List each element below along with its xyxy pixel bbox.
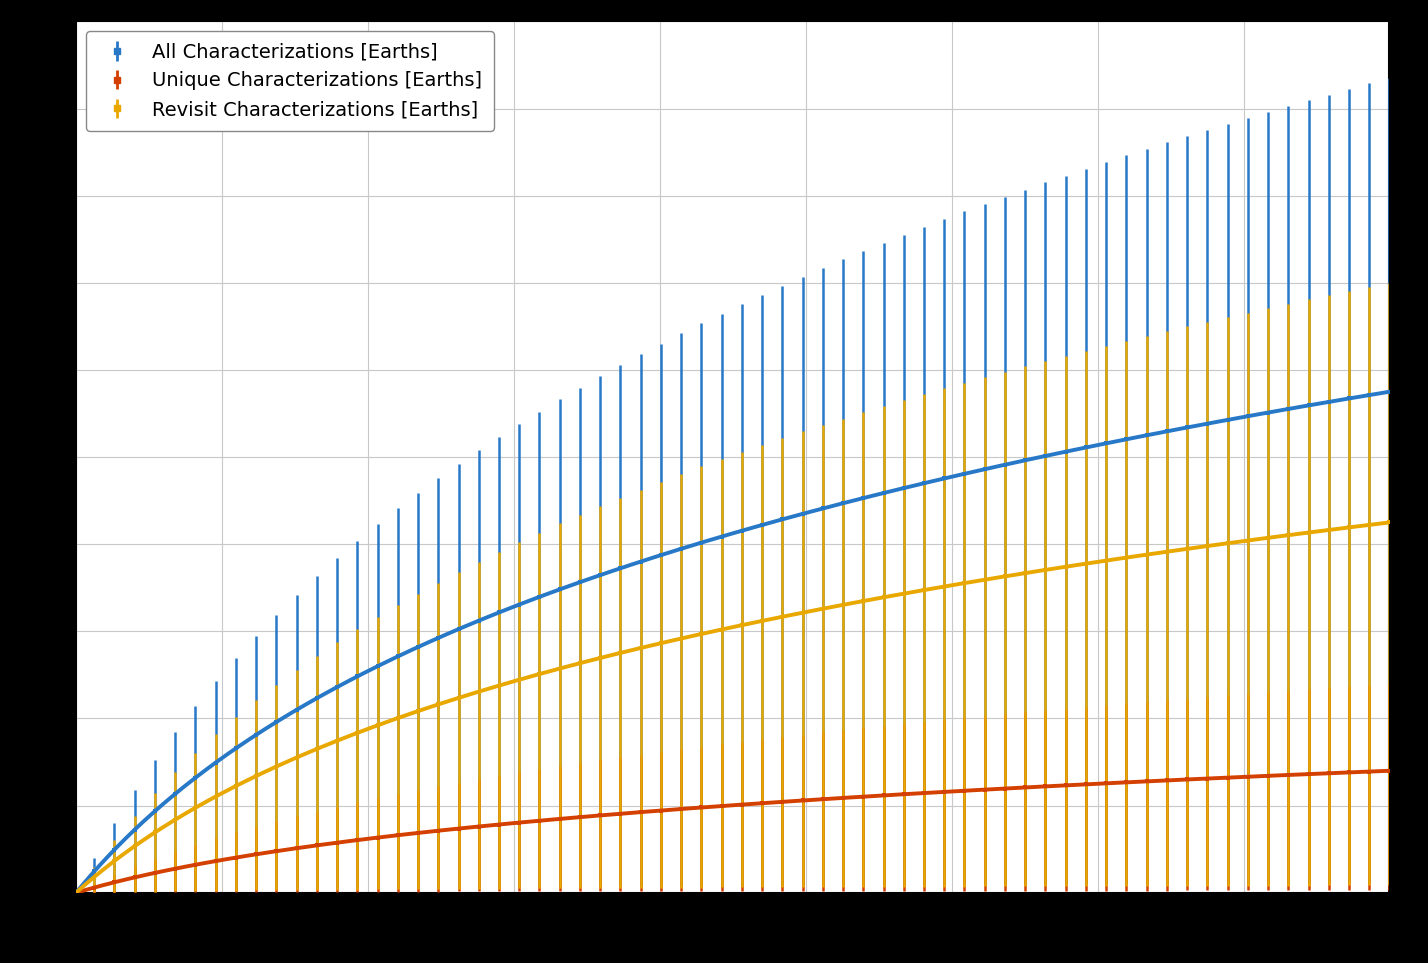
Y-axis label: Characterizations [Earths] [count]: Characterizations [Earths] [count] (14, 242, 34, 672)
X-axis label: Time [day]: Time [day] (665, 929, 800, 950)
Legend: All Characterizations [Earths], Unique Characterizations [Earths], Revisit Chara: All Characterizations [Earths], Unique C… (86, 31, 494, 131)
